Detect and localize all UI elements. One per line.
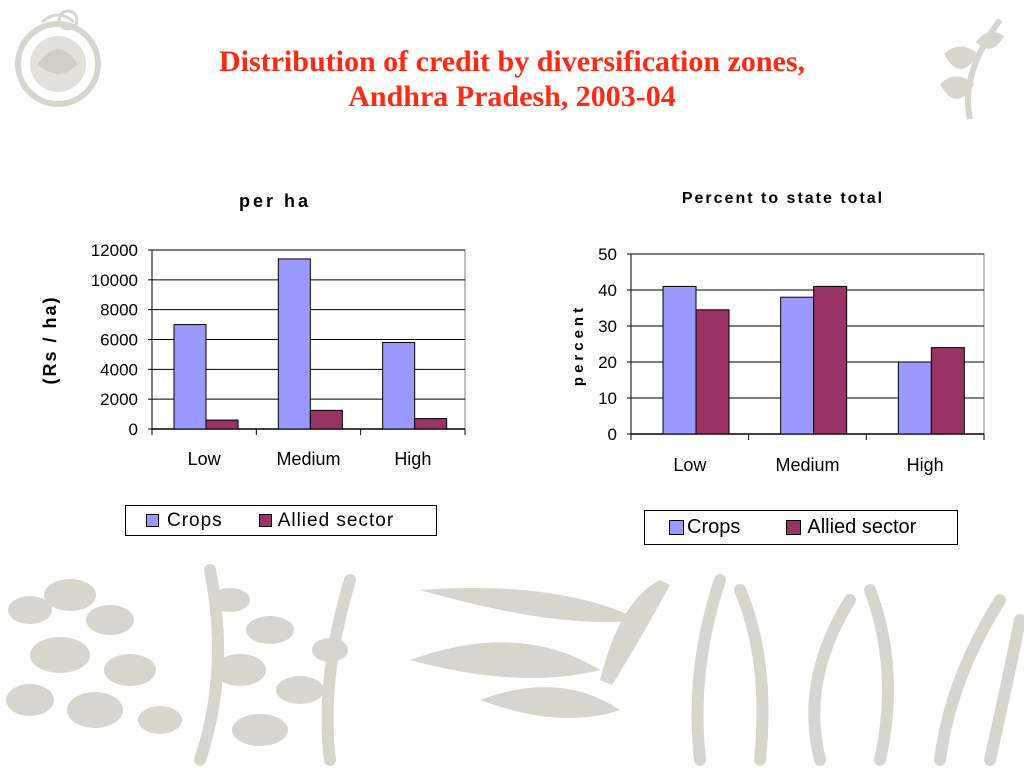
chart1-x-tick-label: High [394,449,431,469]
slide-title: Distribution of credit by diversificatio… [0,44,1024,114]
chart2-x-tick-label: High [907,455,944,475]
chart2-bar-allied-low [695,309,730,435]
chart1-legend-crops-label: Crops [167,509,223,531]
chart2-legend-crops-swatch [669,520,684,535]
chart1-legend-allied-swatch [258,514,272,527]
slide-title-line-2: Andhra Pradesh, 2003-04 [348,80,676,113]
chart2-legend: Crops Allied sector [644,510,958,545]
chart2-legend-allied-swatch [786,520,802,535]
chart1-legend-crops: Crops [146,510,223,532]
chart2-y-tick-label: 50 [598,245,617,264]
chart1-bar-crops-low [173,324,207,430]
chart1-bar-allied-medium [309,409,343,430]
chart1-legend: Crops Allied sector [125,505,437,536]
chart2-bar-allied-high [930,347,965,435]
chart2-bar-crops-low [662,285,697,435]
chart1-y-tick-label: 12000 [91,241,138,260]
chart2-legend-crops-label: Crops [687,516,741,538]
chart1-bar-crops-medium [277,258,311,430]
chart2-bar-crops-high [897,361,932,435]
chart1-bar-crops-high [382,341,416,430]
chart2-legend-allied: Allied sector [786,516,916,539]
chart2-y-tick-label: 0 [608,425,617,444]
chart2-bar-allied-medium [813,285,848,435]
chart1-legend-allied: Allied sector [258,509,395,532]
chart1-y-tick-label: 8000 [100,301,138,320]
chart2-x-tick-label: Low [673,455,707,475]
chart2-title: Percent to state total [682,190,884,207]
chart1-bar-allied-high [414,418,448,430]
chart1-y-tick-label: 2000 [100,390,138,409]
slide-title-line-1: Distribution of credit by diversificatio… [218,45,806,78]
chart2-bar-crops-medium [780,296,815,435]
emblem-logo [15,9,101,107]
chart1-y-tick-label: 4000 [100,360,138,379]
chart1-legend-allied-label: Allied sector [277,509,395,531]
chart1-title: per ha [239,191,311,211]
chart1-x-tick-label: Low [188,449,222,469]
charts-canvas: 12000 10000 8000 6000 4000 2000 0 Low Medium High… [40,190,985,475]
wheat-logo [940,18,1004,120]
chart1-x-tick-label: Medium [276,449,340,469]
chart2-y-tick-label: 10 [598,389,617,408]
chart2-legend-crops: Crops [669,516,740,539]
chart1-y-tick-label: 6000 [100,331,138,350]
chart2-x-tick-label: Medium [775,455,839,475]
chart1-legend-crops-swatch [146,514,159,527]
chart2-y-tick-label: 30 [598,317,617,336]
plant-silhouettes [6,564,1024,766]
chart1-y-axis-label: (Rs / ha) [40,295,60,384]
chart1-y-tick-label: 10000 [91,271,138,290]
chart2-y-tick-label: 20 [598,353,617,372]
chart2-legend-allied-label: Allied sector [807,516,917,538]
chart2-y-tick-label: 40 [598,281,617,300]
chart2-y-axis-label: percent [570,304,587,386]
chart1-y-tick-label: 0 [129,420,138,439]
chart1-bar-allied-low [205,419,239,430]
